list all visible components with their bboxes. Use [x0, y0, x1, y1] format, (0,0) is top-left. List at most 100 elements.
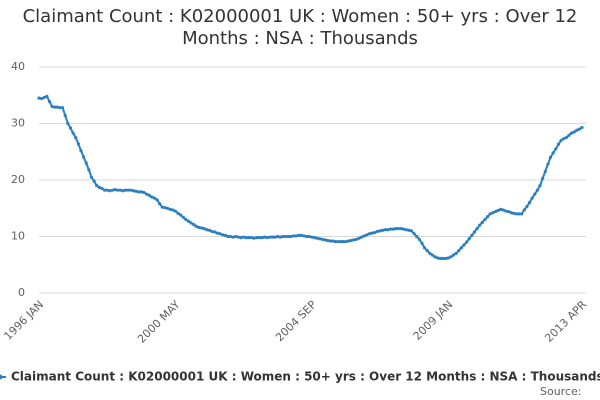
data-point	[202, 226, 206, 231]
data-point	[543, 169, 547, 174]
data-point	[231, 235, 235, 239]
y-tick-label: 0	[18, 286, 25, 299]
data-point	[163, 206, 167, 210]
data-point	[525, 204, 529, 209]
data-point	[362, 234, 366, 238]
data-point	[221, 233, 225, 237]
data-point	[354, 237, 359, 241]
data-point	[40, 97, 44, 101]
data-point	[402, 227, 406, 231]
data-point	[564, 136, 568, 140]
data-point	[139, 190, 143, 194]
data-point	[249, 236, 254, 240]
data-point	[213, 230, 217, 234]
data-point	[451, 253, 456, 257]
data-point	[556, 142, 560, 147]
data-point	[373, 230, 377, 235]
data-point	[344, 239, 348, 244]
data-point	[443, 256, 448, 261]
data-point	[168, 207, 172, 211]
data-point	[123, 188, 128, 192]
data-point	[554, 147, 558, 151]
data-point	[378, 229, 382, 233]
data-point	[506, 210, 511, 214]
legend-marker	[0, 374, 3, 380]
data-point	[84, 161, 88, 165]
data-point	[496, 208, 500, 213]
data-point	[381, 228, 385, 232]
data-point	[53, 105, 57, 109]
data-point	[126, 188, 130, 192]
data-point	[223, 233, 227, 237]
data-point	[569, 131, 574, 135]
chart-title: Claimant Count : K02000001 UK : Women : …	[22, 6, 578, 49]
data-point	[121, 189, 125, 193]
data-point	[87, 168, 91, 172]
y-tick-label: 10	[11, 230, 25, 243]
data-point	[509, 211, 513, 215]
series-line	[38, 95, 583, 260]
data-point	[171, 208, 175, 212]
data-point	[530, 196, 534, 200]
data-point	[522, 208, 526, 212]
data-point	[404, 228, 408, 232]
data-point	[61, 106, 65, 110]
data-point	[260, 236, 264, 240]
x-tick-label: 2009 JAN	[411, 298, 456, 343]
data-point	[478, 223, 482, 227]
data-point	[533, 192, 537, 196]
data-point	[55, 105, 59, 109]
data-point	[294, 234, 298, 238]
data-point	[255, 236, 259, 240]
data-point	[420, 241, 424, 245]
data-point	[428, 251, 432, 256]
data-point	[71, 131, 75, 135]
data-point	[551, 151, 555, 155]
data-point	[464, 240, 469, 244]
data-point	[527, 201, 532, 205]
data-point	[68, 126, 73, 130]
data-point	[575, 128, 579, 132]
data-point	[74, 136, 78, 140]
data-point	[580, 125, 584, 130]
data-point	[113, 188, 117, 192]
data-point	[457, 249, 461, 253]
data-point	[297, 233, 301, 237]
data-point	[89, 175, 94, 179]
data-point	[328, 239, 332, 243]
data-point	[63, 113, 67, 118]
data-point	[205, 228, 209, 232]
data-point	[409, 229, 414, 233]
data-point	[150, 195, 154, 199]
data-point	[105, 188, 109, 192]
data-point	[383, 228, 387, 232]
data-point	[459, 246, 463, 250]
data-point	[189, 221, 193, 225]
data-point	[192, 223, 196, 227]
data-point	[572, 130, 576, 134]
data-point	[281, 234, 285, 239]
data-point	[218, 232, 222, 236]
data-point	[483, 217, 487, 222]
data-point	[226, 234, 230, 239]
data-point	[45, 94, 49, 98]
data-point	[538, 184, 542, 188]
data-point	[425, 249, 429, 253]
data-point	[341, 239, 345, 244]
data-point	[242, 235, 246, 239]
data-point	[197, 225, 201, 230]
data-point	[399, 226, 403, 231]
data-point	[391, 227, 395, 231]
data-point	[186, 219, 191, 223]
data-point	[567, 133, 571, 137]
data-point	[47, 99, 52, 104]
data-point	[100, 186, 104, 191]
data-point	[228, 234, 233, 239]
data-point	[207, 228, 212, 232]
data-point	[165, 206, 170, 210]
data-point	[462, 243, 466, 247]
data-point	[79, 149, 83, 153]
data-point	[262, 235, 267, 239]
data-point	[312, 236, 317, 240]
data-point	[501, 208, 505, 212]
